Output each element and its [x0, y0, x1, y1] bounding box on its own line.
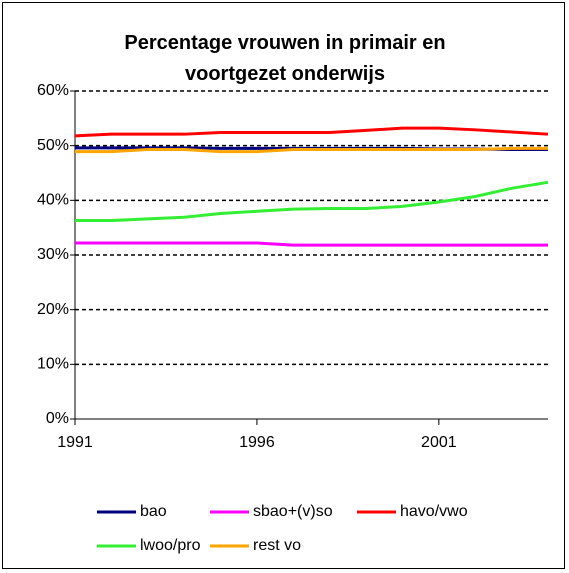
x-tick-label: 2001: [421, 434, 457, 451]
legend-label: bao: [140, 503, 167, 520]
legend-label: lwoo/pro: [140, 537, 201, 554]
y-tick-label: 40%: [37, 192, 69, 209]
legend-label: rest vo: [253, 537, 301, 554]
legend-label: havo/vwo: [400, 503, 468, 520]
x-tick-label: 1996: [239, 434, 275, 451]
y-tick-label: 60%: [37, 82, 69, 99]
legend-label: sbao+(v)so: [253, 503, 333, 520]
chart-title: Percentage vrouwen in primair en voortge…: [124, 32, 446, 85]
y-tick-label: 10%: [37, 356, 69, 373]
y-tick-label: 50%: [37, 137, 69, 154]
y-tick-label: 20%: [37, 301, 69, 318]
series-line: [75, 241, 548, 247]
series-line: [75, 146, 548, 154]
y-tick-label: 30%: [37, 246, 69, 263]
x-tick-label: 1991: [57, 434, 93, 451]
chart-frame: [2, 2, 565, 569]
series-line: [75, 180, 549, 223]
series-line: [74, 126, 549, 138]
y-tick-label: 0%: [46, 410, 69, 427]
